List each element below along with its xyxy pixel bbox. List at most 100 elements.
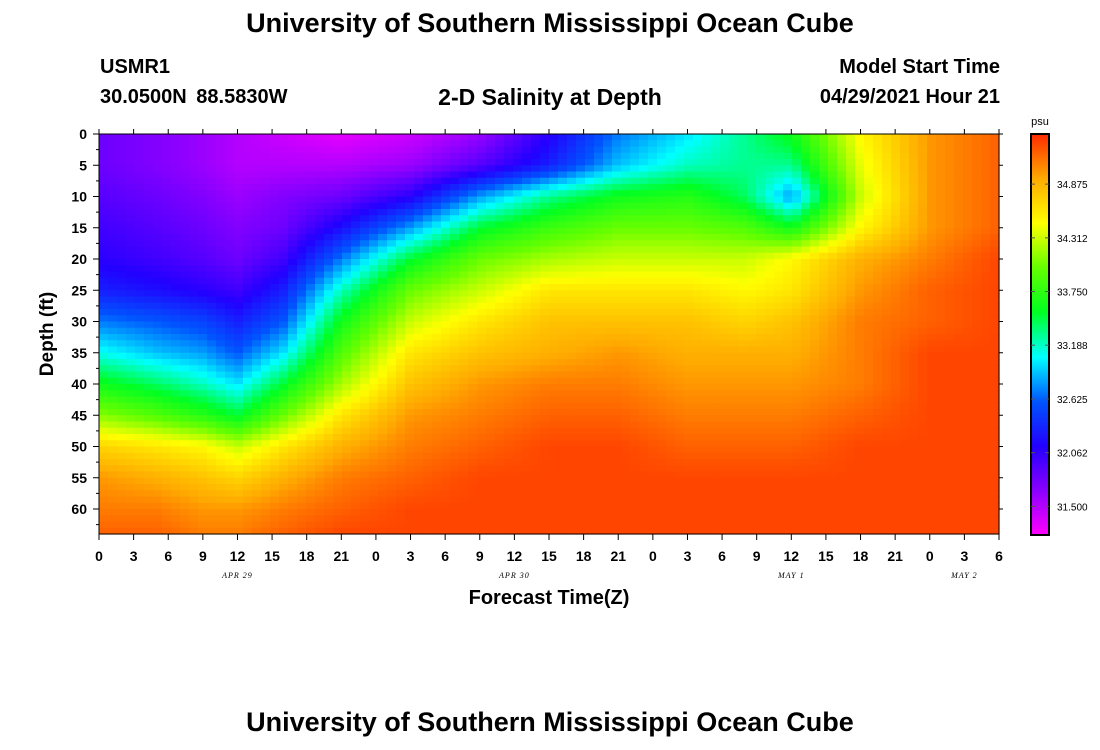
heatmap-cell [738,390,748,398]
heatmap-cell [360,227,370,235]
heatmap-cell [189,165,199,173]
heatmap-cell [108,134,118,141]
heatmap-cell [747,340,757,348]
heatmap-cell [360,371,370,379]
heatmap-cell [936,171,946,179]
heatmap-cell [837,359,847,366]
heatmap-cell [459,165,469,173]
heatmap-cell [423,221,433,229]
heatmap-cell [801,190,811,198]
heatmap-cell [675,215,685,223]
heatmap-cell [639,284,649,291]
heatmap-cell [504,321,514,329]
heatmap-cell [684,252,694,260]
heatmap-cell [513,434,523,441]
heatmap-cell [792,302,802,310]
heatmap-cell [945,240,955,248]
heatmap-cell [918,177,928,185]
heatmap-cell [297,146,307,154]
heatmap-cell [945,296,955,304]
heatmap-cell [198,352,208,360]
heatmap-cell [306,134,316,141]
heatmap-cell [594,315,604,323]
heatmap-cell [612,171,622,179]
heatmap-cell [360,321,370,329]
heatmap-cell [288,209,298,216]
heatmap-cell [270,415,280,423]
heatmap-cell [234,427,244,435]
heatmap-cell [945,409,955,416]
heatmap-cell [369,146,379,154]
heatmap-cell [594,271,604,279]
heatmap-cell [567,384,577,391]
heatmap-cell [900,246,910,254]
heatmap-cell [846,171,856,179]
heatmap-cell [144,309,154,316]
heatmap-cell [630,209,640,216]
heatmap-cell [180,402,190,410]
heatmap-cell [252,159,262,166]
heatmap-cell [612,209,622,216]
heatmap-cell [522,184,532,191]
heatmap-cell [558,171,568,179]
heatmap-cell [207,340,217,348]
heatmap-cell [126,209,136,216]
heatmap-cell [495,365,505,373]
heatmap-cell [666,146,676,154]
heatmap-cell [225,152,235,160]
heatmap-cell [180,384,190,391]
heatmap-cell [108,384,118,391]
heatmap-cell [909,171,919,179]
heatmap-cell [108,177,118,185]
heatmap-cell [135,165,145,173]
heatmap-cell [432,402,442,410]
heatmap-cell [972,140,982,148]
heatmap-cell [972,340,982,348]
heatmap-cell [324,427,334,435]
heatmap-cell [693,152,703,160]
heatmap-cell [972,296,982,304]
heatmap-cell [585,371,595,379]
heatmap-cell [243,290,253,298]
heatmap-cell [855,315,865,323]
heatmap-cell [900,309,910,316]
heatmap-cell [531,240,541,248]
heatmap-cell [954,346,964,354]
heatmap-cell [666,227,676,235]
heatmap-cell [855,402,865,410]
heatmap-cell [765,427,775,435]
heatmap-cell [171,309,181,316]
heatmap-cell [666,327,676,335]
heatmap-cell [756,390,766,398]
heatmap-cell [549,184,559,191]
heatmap-cell [846,177,856,185]
heatmap-cell [261,321,271,329]
heatmap-cell [621,140,631,148]
heatmap-cell [162,309,172,316]
heatmap-cell [585,221,595,229]
heatmap-cell [342,315,352,323]
heatmap-cell [432,159,442,166]
heatmap-cell [693,390,703,398]
heatmap-cell [639,352,649,360]
heatmap-cell [603,427,613,435]
heatmap-cell [819,215,829,223]
heatmap-cell [855,246,865,254]
heatmap-cell [171,271,181,279]
heatmap-cell [657,234,667,241]
heatmap-cell [225,252,235,260]
heatmap-cell [369,440,379,448]
heatmap-cell [900,427,910,435]
heatmap-cell [666,221,676,229]
heatmap-cell [243,284,253,291]
heatmap-cell [828,377,838,385]
heatmap-cell [378,234,388,241]
heatmap-cell [945,396,955,404]
heatmap-cell [432,415,442,423]
heatmap-cell [783,396,793,404]
heatmap-cell [450,134,460,141]
heatmap-cell [675,165,685,173]
heatmap-cell [153,159,163,166]
heatmap-cell [666,415,676,423]
heatmap-cell [666,334,676,341]
